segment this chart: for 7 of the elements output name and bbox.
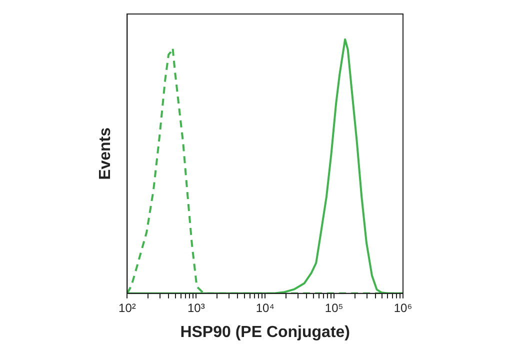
x-tick-label: 10⁴ — [256, 300, 274, 315]
x-axis-title: HSP90 (PE Conjugate) — [180, 324, 350, 341]
x-tick-label: 10³ — [187, 300, 205, 315]
x-tick-label: 10⁶ — [394, 300, 412, 315]
x-tick-label: 10² — [118, 300, 136, 315]
y-axis-title: Events — [97, 127, 114, 180]
x-tick-label: 10⁵ — [324, 300, 344, 315]
